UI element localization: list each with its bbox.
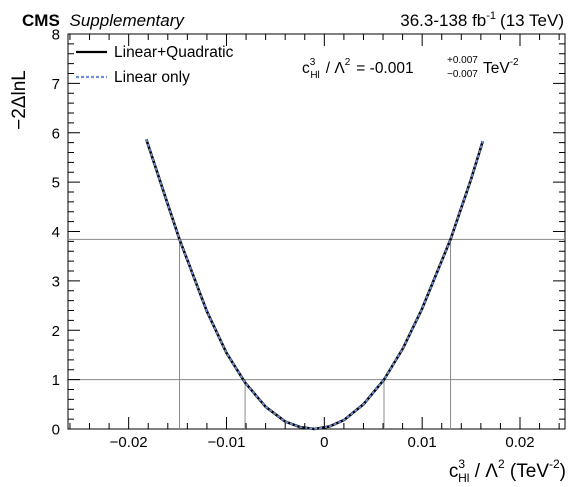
tick-labels: −0.02 −0.01 0 0.01 0.02 0 1 2 3 4 5 6 7 8 <box>52 27 535 452</box>
coef-sub: Hl <box>310 70 319 81</box>
legend: Linear+Quadratic Linear only <box>76 44 234 86</box>
experiment-label: CMS <box>22 11 60 30</box>
lumi-main: 36.3-138 fb <box>400 11 486 30</box>
fit-result-text: c3 Hl / Λ2 = -0.001 <box>302 57 414 81</box>
slash-lambda: / Λ <box>326 60 346 77</box>
coef-sup: 3 <box>310 57 316 68</box>
fit-unit-sup: -2 <box>510 57 519 68</box>
x-label-unit-open: (TeV <box>505 461 550 482</box>
y-tick-label-8: 8 <box>52 27 60 44</box>
x-label-sub: Hl <box>458 471 469 485</box>
y-tick-label-6: 6 <box>52 125 60 142</box>
x-tick-label-2: 0 <box>320 434 328 451</box>
y-tick-label-7: 7 <box>52 76 60 93</box>
luminosity-label: 36.3-138 fb-1 (13 TeV) <box>400 10 564 30</box>
y-tick-label-5: 5 <box>52 175 60 192</box>
fit-result-annotation: c3 Hl / Λ2 = -0.001 +0.007 −0.007 TeV-2 <box>302 55 519 81</box>
y-tick-label-1: 1 <box>52 372 60 389</box>
lumi-energy: (13 TeV) <box>500 11 564 30</box>
axis-ticks <box>68 33 565 430</box>
curve-group <box>145 138 485 431</box>
x-tick-label-1: −0.01 <box>208 434 246 451</box>
x-label-rest: / Λ <box>469 461 498 482</box>
x-label-sup: 3 <box>458 457 465 471</box>
supplementary-label: Supplementary <box>70 11 186 30</box>
plot-frame <box>67 33 566 430</box>
fit-value: = -0.001 <box>356 60 413 77</box>
x-label-unit-sup: -2 <box>549 457 560 471</box>
x-label-unit-close: ) <box>560 461 566 482</box>
y-axis-label: −2ΔlnL <box>9 70 30 130</box>
x-tick-label-4: 0.02 <box>505 434 534 451</box>
error-up: +0.007 <box>447 55 478 66</box>
y-tick-label-0: 0 <box>52 422 60 439</box>
x-tick-label-3: 0.01 <box>408 434 437 451</box>
x-axis-label: c3 Hl / Λ2 (TeV-2) <box>449 457 566 485</box>
coef-base: c <box>302 60 310 77</box>
legend-label-linear-quadratic: Linear+Quadratic <box>114 44 234 61</box>
legend-label-linear-only: Linear only <box>114 69 190 86</box>
x-tick-label-0: −0.02 <box>110 434 148 451</box>
fit-unit-base: TeV <box>483 60 510 77</box>
y-tick-label-4: 4 <box>52 224 60 241</box>
x-label-sup2: 2 <box>498 457 505 471</box>
lumi-exponent: -1 <box>486 10 496 22</box>
chart-header-left: CMS Supplementary <box>22 11 185 30</box>
reference-lines <box>68 238 565 429</box>
fit-unit: TeV-2 <box>483 57 519 77</box>
y-tick-label-3: 3 <box>52 273 60 290</box>
lambda-sup: 2 <box>345 57 351 68</box>
x-label-base: c <box>449 461 459 482</box>
y-tick-label-2: 2 <box>52 323 60 340</box>
error-down: −0.007 <box>447 69 478 80</box>
